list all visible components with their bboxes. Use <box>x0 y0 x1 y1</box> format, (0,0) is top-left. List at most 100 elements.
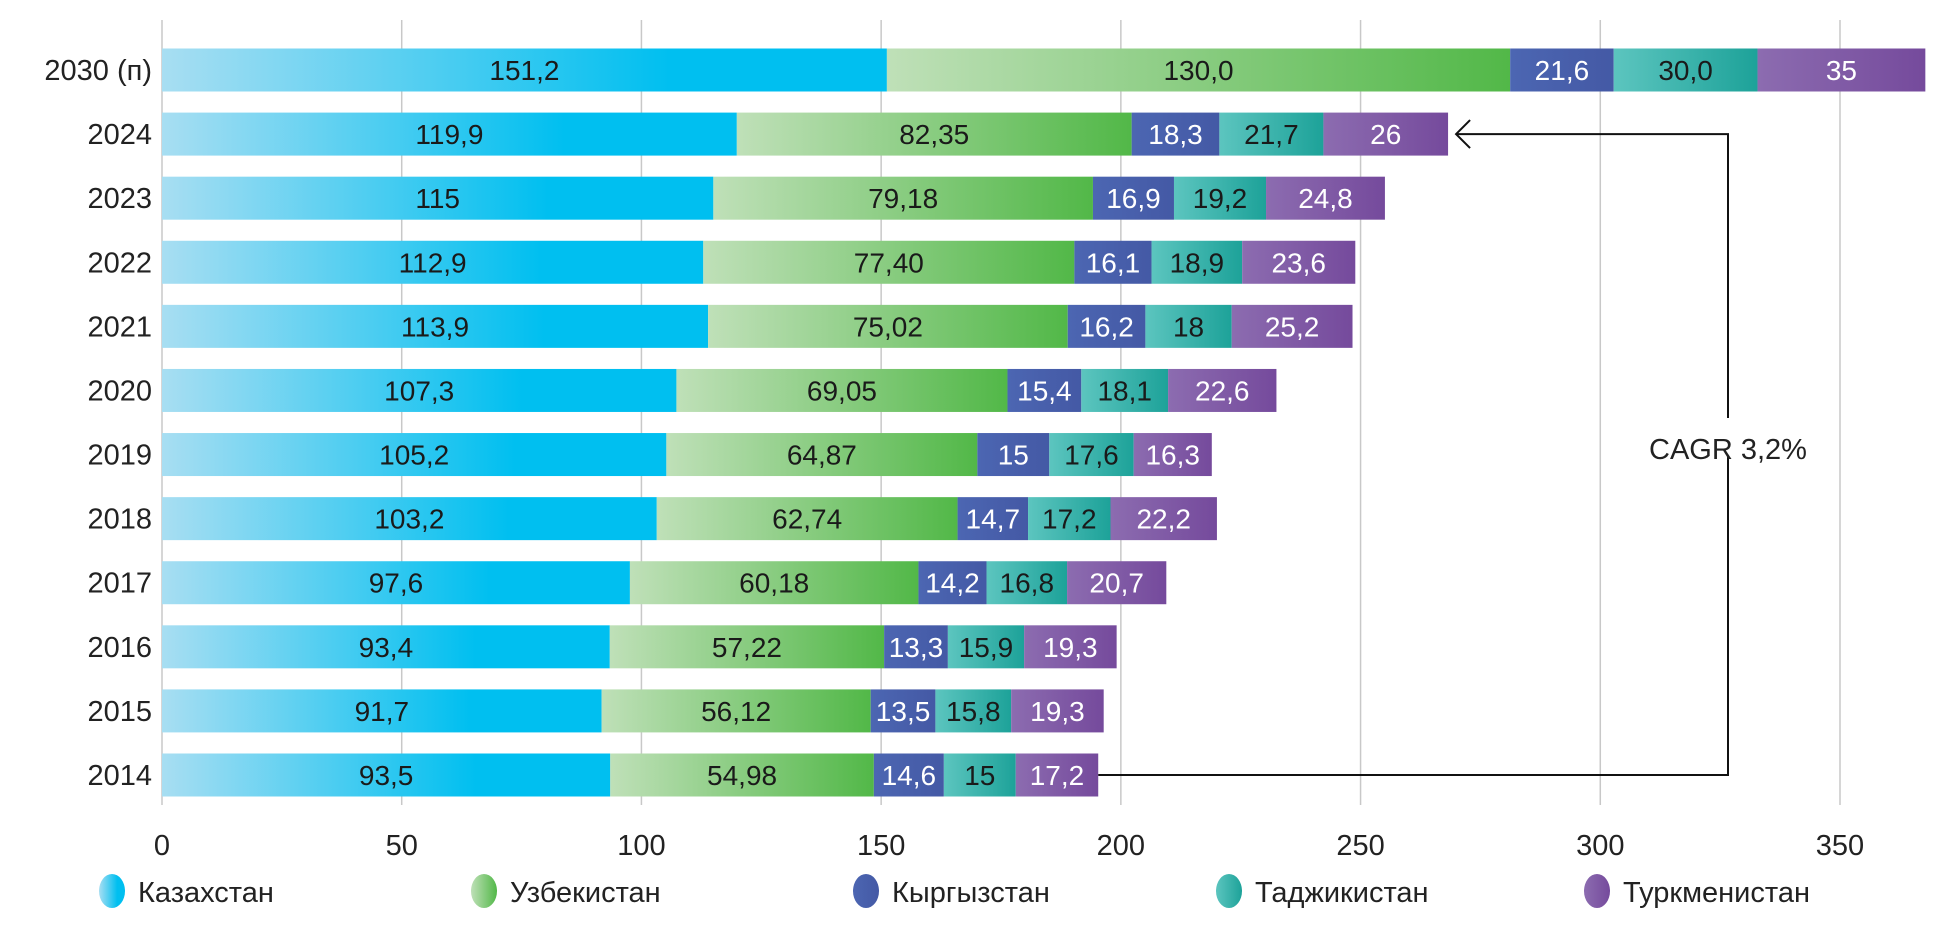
data-label: 130,0 <box>1163 55 1233 86</box>
bar-segment <box>918 561 987 605</box>
y-category-label: 2016 <box>87 632 152 664</box>
bar-segment <box>162 689 602 733</box>
data-label: 64,87 <box>787 440 857 471</box>
bar-segment <box>1510 48 1614 92</box>
bar-segment <box>610 753 874 797</box>
data-label: 35 <box>1826 55 1857 86</box>
bar-segment <box>1092 176 1174 220</box>
bar-segment <box>601 689 871 733</box>
data-label: 57,22 <box>712 632 782 663</box>
data-label: 15 <box>998 440 1029 471</box>
bar-segment <box>708 304 1068 348</box>
data-label: 21,7 <box>1244 119 1299 150</box>
bar-segment <box>162 753 611 797</box>
bar-segment <box>1007 368 1082 412</box>
cagr-annotation: CAGR 3,2% <box>1098 119 1807 776</box>
data-label: 24,8 <box>1298 183 1353 214</box>
data-label: 119,9 <box>415 119 483 150</box>
bar-segment <box>162 433 667 477</box>
data-label: 15 <box>964 760 995 791</box>
bar-segment <box>1067 561 1167 605</box>
legend-item: Узбекистан <box>471 874 661 909</box>
legend-swatch-icon <box>1216 874 1242 908</box>
data-label: 19,3 <box>1030 696 1085 727</box>
data-label: 15,4 <box>1017 375 1072 406</box>
bar-segment <box>935 689 1012 733</box>
data-label: 93,5 <box>359 760 414 791</box>
bar-segment <box>1024 625 1117 669</box>
annotation-line <box>1456 133 1729 418</box>
data-label: 115 <box>415 183 460 214</box>
data-label: 30,0 <box>1658 55 1713 86</box>
bar-segment <box>1242 240 1356 284</box>
legend-item: Таджикистан <box>1216 874 1429 909</box>
data-label: 18,1 <box>1097 375 1152 406</box>
bar-segment <box>162 112 737 156</box>
data-label: 16,2 <box>1079 311 1134 342</box>
bar-segment <box>162 240 704 284</box>
y-category-label: 2020 <box>87 375 152 407</box>
x-tick-label: 0 <box>154 830 170 862</box>
bar-segment <box>609 625 885 669</box>
bar-segment <box>666 433 978 477</box>
cagr-label: CAGR 3,2% <box>1649 434 1807 466</box>
data-label: 15,8 <box>946 696 1001 727</box>
x-tick-label: 300 <box>1576 830 1624 862</box>
bar-segment <box>1133 433 1212 477</box>
bar-segment <box>1131 112 1220 156</box>
legend-label: Кыргызстан <box>892 877 1050 909</box>
data-label: 75,02 <box>853 311 923 342</box>
bar-segment <box>162 176 714 220</box>
bar-segment <box>886 48 1511 92</box>
data-label: 97,6 <box>369 568 424 599</box>
bar-segment <box>884 625 948 669</box>
bar-segment <box>1231 304 1353 348</box>
bar-segment <box>1145 304 1232 348</box>
bar-segment <box>1266 176 1385 220</box>
bar-segment <box>1151 240 1243 284</box>
y-category-label: 2030 (п) <box>44 55 152 87</box>
data-label: 13,5 <box>876 696 931 727</box>
bar-segment <box>873 753 944 797</box>
legend: Казахстан Узбекистан Кыргызстан Таджикистан… <box>99 874 1810 909</box>
bar-segment <box>162 561 630 605</box>
legend-item: Казахстан <box>99 874 274 909</box>
bar-segment <box>1613 48 1758 92</box>
y-category-label: 2017 <box>87 568 152 600</box>
data-label: 16,9 <box>1106 183 1161 214</box>
data-label: 15,9 <box>959 632 1014 663</box>
legend-swatch-icon <box>853 874 879 908</box>
data-label: 18,3 <box>1148 119 1203 150</box>
data-label: 107,3 <box>384 375 454 406</box>
bar-segment <box>162 497 657 541</box>
bar-segment <box>736 112 1132 156</box>
data-label: 18 <box>1173 311 1204 342</box>
x-tick-label: 250 <box>1336 830 1384 862</box>
legend-label: Казахстан <box>138 877 274 909</box>
data-label: 82,35 <box>899 119 969 150</box>
data-label: 16,3 <box>1145 440 1200 471</box>
x-tick-label: 350 <box>1816 830 1864 862</box>
bar-segment <box>713 176 1093 220</box>
data-label: 17,6 <box>1064 440 1119 471</box>
data-label: 69,05 <box>807 375 877 406</box>
data-label: 19,2 <box>1193 183 1248 214</box>
data-label: 16,8 <box>1000 568 1055 599</box>
y-category-label: 2018 <box>87 504 152 536</box>
bar-segment <box>1011 689 1104 733</box>
bar-segment <box>947 625 1025 669</box>
bar-segment <box>629 561 919 605</box>
bar-segment <box>977 433 1050 477</box>
data-label: 26 <box>1370 119 1401 150</box>
y-category-label: 2024 <box>87 119 152 151</box>
bar-segment <box>1067 304 1146 348</box>
data-label: 18,9 <box>1170 247 1225 278</box>
y-category-label: 2014 <box>87 760 152 792</box>
data-label: 54,98 <box>707 760 777 791</box>
bar-segment <box>1110 497 1217 541</box>
x-tick-label: 100 <box>617 830 665 862</box>
data-label: 77,40 <box>854 247 924 278</box>
bar-segment <box>1757 48 1926 92</box>
data-label: 105,2 <box>379 440 449 471</box>
bar-segment <box>1081 368 1169 412</box>
